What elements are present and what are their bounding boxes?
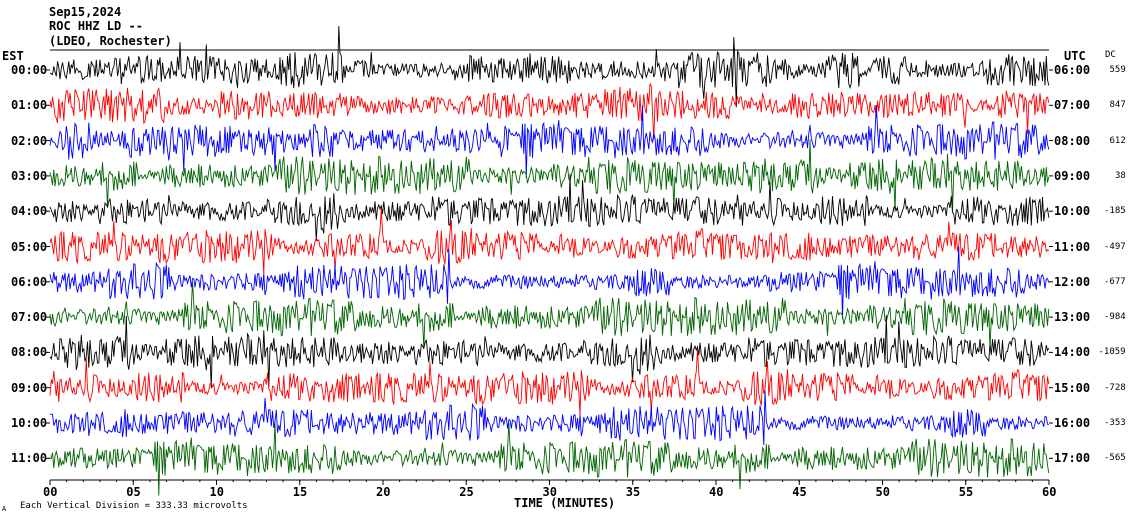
x-tick-label: 40 <box>709 485 724 499</box>
x-tick-label: 60 <box>1042 485 1057 499</box>
right-hour-label: 13:00 <box>1054 310 1091 325</box>
location-title: (LDEO, Rochester) <box>49 34 172 48</box>
left-hour-label: 03:00 <box>11 168 48 183</box>
x-tick-label: 30 <box>542 485 557 499</box>
left-hour-label: 09:00 <box>11 380 48 395</box>
x-axis-label: TIME (MINUTES) <box>514 496 616 510</box>
right-hour-label: 14:00 <box>1054 345 1091 360</box>
right-hour-label: 09:00 <box>1054 168 1091 183</box>
x-tick-label: 50 <box>875 485 890 499</box>
station-title: ROC HHZ LD -- <box>49 19 143 33</box>
left-hour-label: 01:00 <box>11 98 48 113</box>
dc-header-label: DC <box>1105 50 1116 60</box>
right-hour-label: 08:00 <box>1054 133 1091 148</box>
left-hour-label: 10:00 <box>11 416 48 430</box>
trace-line-07:00 <box>49 281 1050 350</box>
trace-line-11:00 <box>49 422 1050 496</box>
right-hour-label: 10:00 <box>1054 204 1091 219</box>
dc-offset-value: -677 <box>1104 276 1126 287</box>
dc-offset-value: -984 <box>1104 312 1126 323</box>
x-tick-label: 35 <box>625 485 641 499</box>
dc-offset-value: 559 <box>1109 65 1126 75</box>
dc-offset-value: -565 <box>1104 453 1126 464</box>
x-tick-label: 05 <box>126 485 141 499</box>
x-tick-label: 10 <box>209 485 224 499</box>
trace-line-08:00 <box>49 314 1050 389</box>
corner-mark: A <box>2 505 7 513</box>
left-hour-label: 07:00 <box>11 310 48 325</box>
trace-line-05:00 <box>49 208 1050 274</box>
dc-offset-value: -353 <box>1104 418 1126 428</box>
left-hour-label: 04:00 <box>11 204 48 219</box>
dc-offset-value: -185 <box>1104 206 1126 217</box>
dc-offset-value: 38 <box>1115 170 1126 181</box>
date-title: Sep15,2024 <box>49 5 122 19</box>
dc-offset-value: 612 <box>1109 135 1126 146</box>
dc-offset-value: -728 <box>1104 382 1126 393</box>
left-hour-label: 05:00 <box>11 239 48 254</box>
x-tick-label: 15 <box>292 485 308 499</box>
x-tick-label: 20 <box>376 485 391 499</box>
right-timezone-label: UTC <box>1064 49 1086 63</box>
right-hour-label: 07:00 <box>1054 98 1091 113</box>
scale-note: Each Vertical Division = 333.33 microvol… <box>20 501 248 511</box>
trace-line-00:00 <box>49 26 1050 108</box>
left-hour-label: 00:00 <box>11 63 48 77</box>
x-tick-label: 55 <box>958 485 974 499</box>
right-hour-label: 11:00 <box>1054 239 1091 254</box>
x-tick-label: 00 <box>43 485 58 499</box>
right-hour-label: 15:00 <box>1054 380 1091 395</box>
trace-line-01:00 <box>49 83 1050 140</box>
trace-line-02:00 <box>49 105 1050 178</box>
trace-line-03:00 <box>49 139 1050 212</box>
left-timezone-label: EST <box>2 49 24 63</box>
trace-line-10:00 <box>49 390 1049 446</box>
x-tick-label: 25 <box>459 485 474 499</box>
right-hour-label: 12:00 <box>1054 274 1091 289</box>
left-hour-label: 11:00 <box>11 451 48 466</box>
right-hour-label: 16:00 <box>1054 416 1091 430</box>
left-hour-label: 06:00 <box>11 274 48 289</box>
right-hour-label: 06:00 <box>1054 63 1091 77</box>
trace-line-09:00 <box>49 349 1050 416</box>
dc-offset-value: -497 <box>1104 241 1126 252</box>
trace-line-04:00 <box>49 173 1050 241</box>
right-hour-label: 17:00 <box>1054 451 1091 466</box>
dc-offset-value: -1059 <box>1098 347 1126 358</box>
left-hour-label: 08:00 <box>11 345 48 360</box>
dc-offset-value: 847 <box>1109 100 1126 111</box>
trace-line-06:00 <box>49 246 1050 320</box>
left-hour-label: 02:00 <box>11 133 48 148</box>
x-tick-label: 45 <box>792 485 807 499</box>
